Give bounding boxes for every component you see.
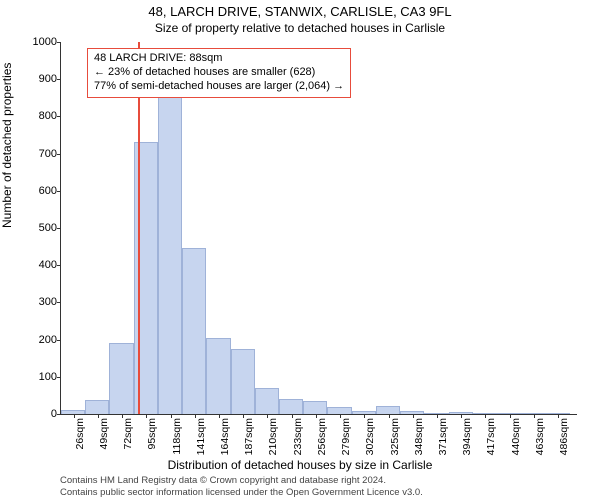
- histogram-bar: [303, 401, 327, 414]
- chart-title: 48, LARCH DRIVE, STANWIX, CARLISLE, CA3 …: [0, 0, 600, 19]
- histogram-bar: [279, 399, 303, 414]
- y-tick-label: 500: [17, 222, 61, 234]
- x-tick-label: 141sqm: [195, 418, 207, 455]
- x-tick-label: 417sqm: [485, 418, 497, 455]
- histogram-bar: [231, 349, 255, 414]
- x-tick-label: 394sqm: [461, 418, 473, 455]
- y-tick-label: 1000: [17, 36, 61, 48]
- histogram-bar: [109, 343, 133, 414]
- histogram-bar: [376, 406, 400, 414]
- x-tick-label: 279sqm: [340, 418, 352, 455]
- x-tick-label: 463sqm: [534, 418, 546, 455]
- y-tick-label: 200: [17, 334, 61, 346]
- x-tick-label: 348sqm: [413, 418, 425, 455]
- x-tick-label: 26sqm: [74, 418, 86, 450]
- x-tick-label: 95sqm: [146, 418, 158, 450]
- x-tick-label: 49sqm: [98, 418, 110, 450]
- y-tick-label: 0: [17, 408, 61, 420]
- y-tick-label: 800: [17, 110, 61, 122]
- histogram-bar: [85, 400, 109, 414]
- y-tick-label: 900: [17, 73, 61, 85]
- x-tick-label: 210sqm: [267, 418, 279, 455]
- y-tick-label: 700: [17, 148, 61, 160]
- x-tick-label: 302sqm: [364, 418, 376, 455]
- x-tick-label: 325sqm: [389, 418, 401, 455]
- x-tick-label: 256sqm: [316, 418, 328, 455]
- callout-line: 77% of semi-detached houses are larger (…: [94, 80, 344, 94]
- x-tick-label: 233sqm: [292, 418, 304, 455]
- chart-subtitle: Size of property relative to detached ho…: [0, 21, 600, 35]
- chart-container: 48, LARCH DRIVE, STANWIX, CARLISLE, CA3 …: [0, 0, 600, 500]
- y-axis-label: Number of detached properties: [0, 63, 14, 228]
- callout-line: ← 23% of detached houses are smaller (62…: [94, 66, 344, 80]
- histogram-bar: [158, 68, 182, 414]
- x-tick-label: 164sqm: [219, 418, 231, 455]
- y-tick-label: 600: [17, 185, 61, 197]
- x-tick-label: 187sqm: [243, 418, 255, 455]
- y-tick-label: 100: [17, 371, 61, 383]
- callout-box: 48 LARCH DRIVE: 88sqm← 23% of detached h…: [87, 48, 351, 98]
- x-axis-label: Distribution of detached houses by size …: [0, 458, 600, 472]
- x-tick-label: 72sqm: [122, 418, 134, 450]
- histogram-bar: [327, 407, 351, 414]
- histogram-bar: [182, 248, 206, 414]
- x-tick-label: 486sqm: [558, 418, 570, 455]
- x-tick-label: 440sqm: [510, 418, 522, 455]
- credits-line: Contains public sector information licen…: [60, 487, 590, 498]
- y-tick-label: 400: [17, 259, 61, 271]
- x-tick-label: 118sqm: [171, 418, 183, 455]
- y-tick-label: 300: [17, 296, 61, 308]
- plot-area: 0100200300400500600700800900100026sqm49s…: [60, 42, 577, 415]
- credits: Contains HM Land Registry data © Crown c…: [60, 475, 590, 498]
- callout-line: 48 LARCH DRIVE: 88sqm: [94, 52, 344, 66]
- histogram-bar: [255, 388, 279, 414]
- histogram-bar: [206, 338, 230, 414]
- credits-line: Contains HM Land Registry data © Crown c…: [60, 475, 590, 486]
- x-tick-label: 371sqm: [437, 418, 449, 455]
